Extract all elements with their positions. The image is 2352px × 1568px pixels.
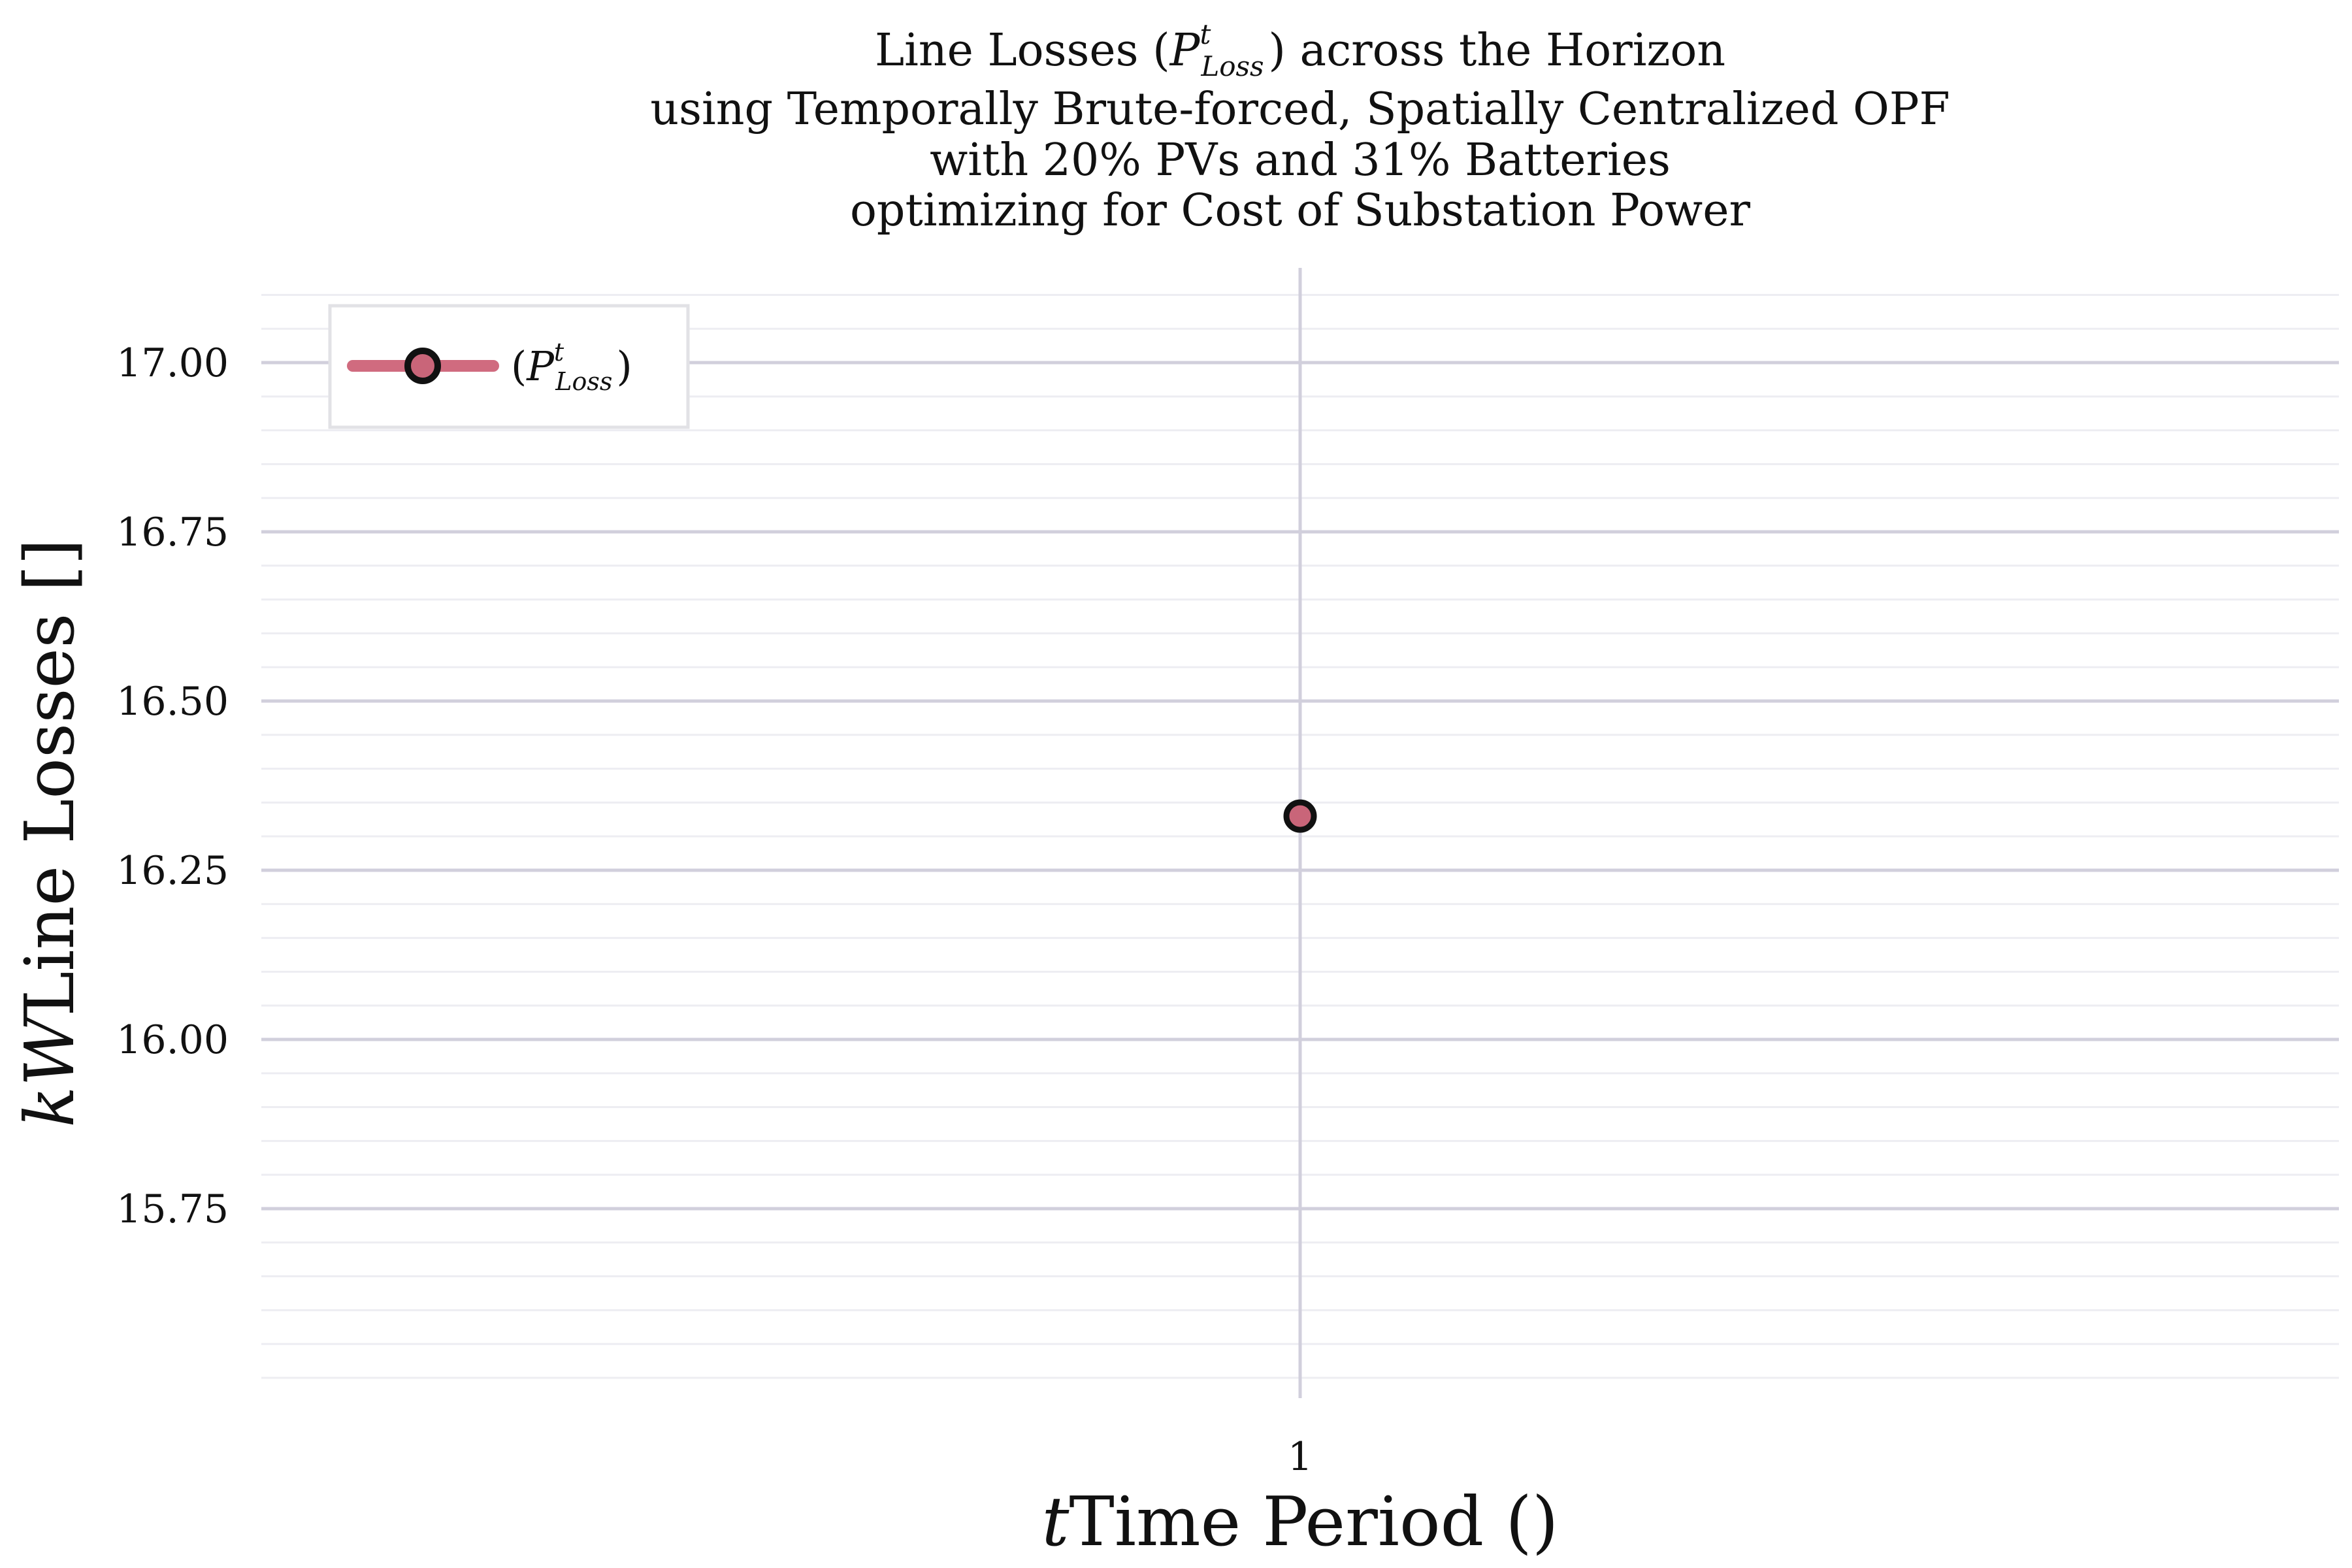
legend-label: (Pt Loss ) — [511, 338, 632, 396]
y-tick-label: 17.00 — [116, 340, 229, 386]
x-tick-label: 1 — [1288, 1434, 1313, 1480]
y-axis-title: kWLine Losses [] — [10, 538, 90, 1127]
series-layer — [1283, 799, 1317, 833]
y-tick-label: 16.00 — [116, 1017, 229, 1063]
x-axis-label: tTime Period () — [1042, 1482, 1559, 1561]
y-tick-label: 16.25 — [116, 848, 229, 894]
legend-marker-swatch — [404, 348, 441, 384]
x-axis-title: tTime Period () — [1042, 1482, 1559, 1561]
title-line-4: optimizing for Cost of Substation Power — [850, 185, 1751, 237]
x-tick-labels: 1 — [1288, 1434, 1313, 1480]
title-line-2: using Temporally Brute-forced, Spatially… — [650, 84, 1950, 135]
chart-title: Line Losses (Pt Loss ) across the Horizon… — [650, 18, 1950, 237]
y-tick-label: 15.75 — [116, 1186, 229, 1232]
legend: (Pt Loss ) — [328, 304, 690, 429]
y-tick-labels: 15.75 16.00 16.25 16.50 16.75 17.00 — [116, 340, 229, 1232]
y-axis-label: kWLine Losses [] — [10, 538, 90, 1127]
data-point — [1283, 799, 1317, 833]
title-line-3: with 20% PVs and 31% Batteries — [930, 135, 1671, 186]
title-line-1: Line Losses (Pt Loss ) across the Horizon — [875, 18, 1725, 82]
y-tick-label: 16.50 — [116, 679, 229, 725]
y-tick-label: 16.75 — [116, 510, 229, 555]
